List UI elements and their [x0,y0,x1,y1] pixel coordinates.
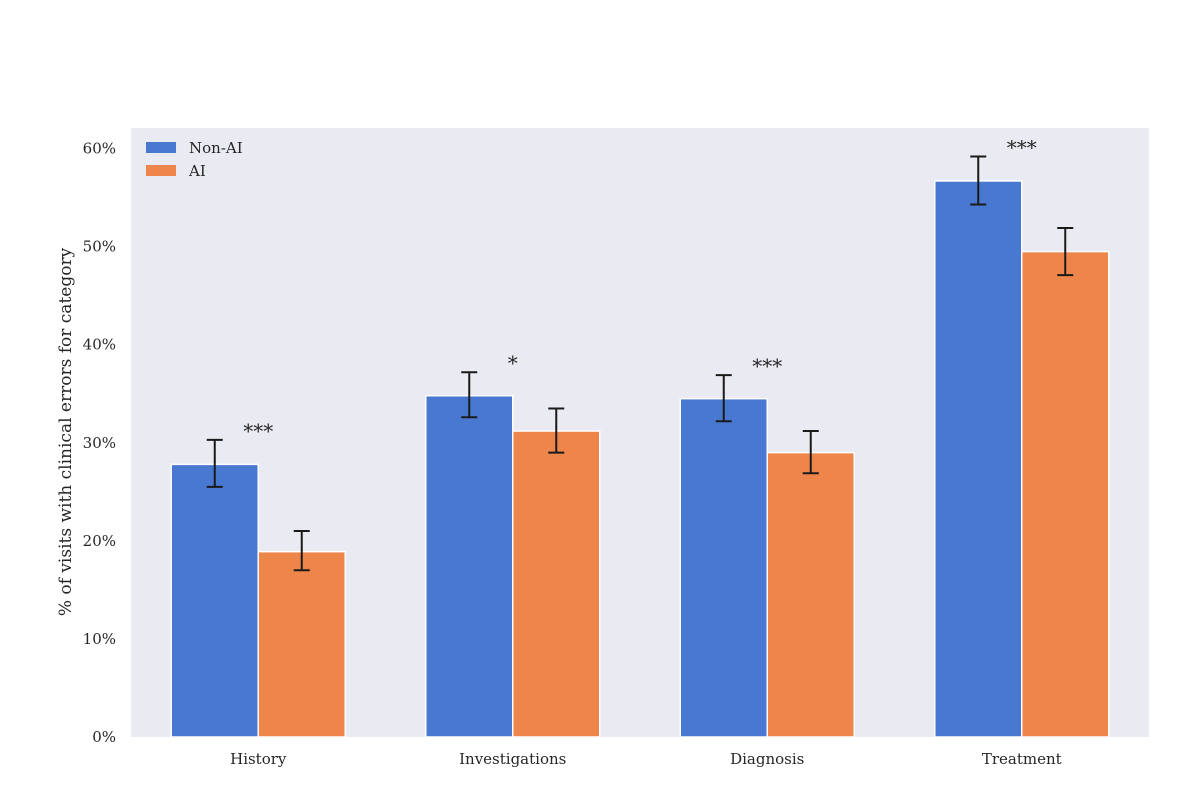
error-bar [206,438,223,488]
error-bar [293,530,310,572]
bar-non-ai-investigations [425,394,514,738]
x-tick-label: Investigations [459,750,566,768]
y-tick-label: 40% [83,336,116,354]
bar-ai-diagnosis [766,451,855,738]
bar-non-ai-treatment [934,180,1023,738]
error-bar [715,374,732,423]
x-tick-label: Treatment [982,750,1062,768]
x-tick-label: Diagnosis [730,750,804,768]
legend-label: Non-AI [189,139,243,157]
legend-swatch-non-ai [146,142,176,153]
y-tick-label: 50% [83,238,116,256]
y-tick-label: 30% [83,434,116,452]
bar-ai-treatment [1021,250,1110,738]
error-bar [970,155,987,206]
error-bar [802,430,819,475]
y-tick-label: 20% [83,532,116,550]
significance-annotation: * [508,351,518,375]
bar-non-ai-diagnosis [679,397,768,738]
significance-annotation: *** [243,419,273,443]
bar-non-ai-history [170,463,259,738]
error-bar [548,407,565,454]
error-bar [461,371,478,419]
y-axis-label: % of visits with clinical errors for cat… [56,247,76,616]
y-tick-label: 0% [92,728,116,746]
x-tick-label: History [230,750,287,768]
legend-swatch-ai [146,165,176,176]
legend-label: AI [188,162,206,180]
bar-ai-investigations [512,430,601,738]
y-tick-label: 60% [83,140,116,158]
significance-annotation: *** [1007,135,1037,159]
error-bar [1057,227,1074,277]
y-tick-label: 10% [83,630,116,648]
significance-annotation: *** [752,354,782,378]
legend: Non-AI AI [146,139,243,180]
bar-ai-history [257,550,346,738]
